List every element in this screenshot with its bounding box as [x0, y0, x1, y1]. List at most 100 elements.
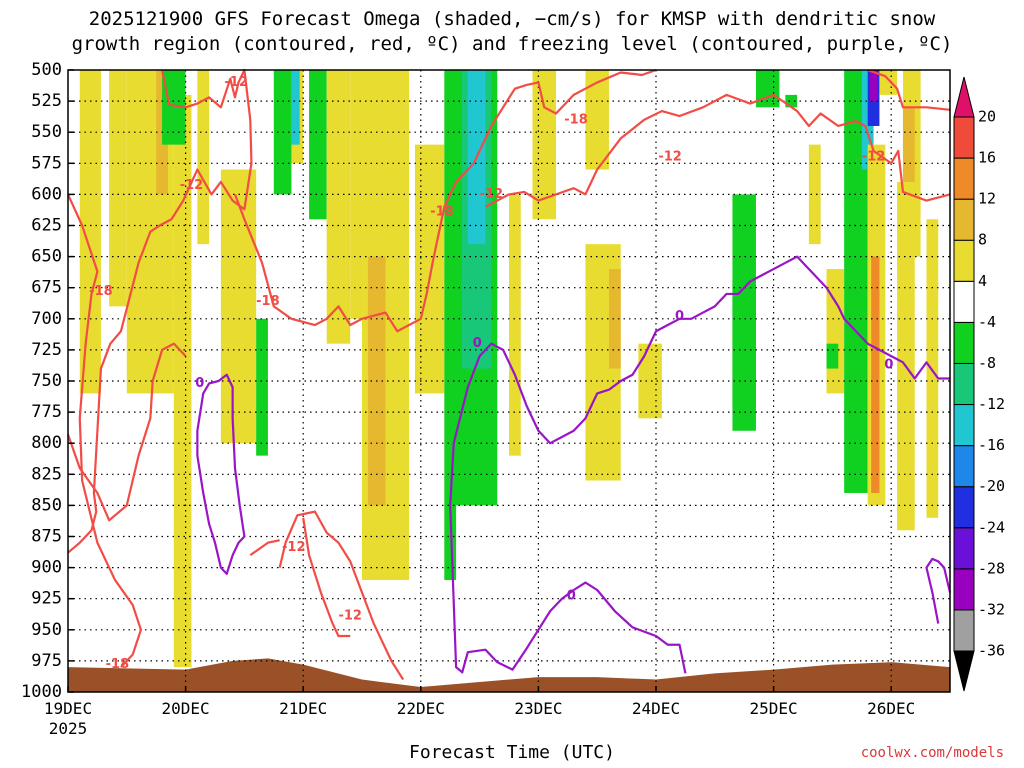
x-tick-label: 26DEC — [867, 699, 915, 718]
y-tick-label: 850 — [31, 495, 62, 515]
y-tick-label: 675 — [31, 278, 62, 298]
colorbar-bin — [953, 280, 975, 323]
chart-axes: 500 525 550 575 600 625 650 675 700 725 750 775 800 8… — [21, 60, 951, 738]
chart-gridlines — [68, 70, 950, 692]
colorbar-tick-label: -32 — [978, 600, 1005, 618]
freezing-contour-label: 0 — [195, 376, 204, 391]
omega-region-40 — [871, 256, 880, 493]
x-tick-label: 25DEC — [750, 699, 798, 718]
omega-region-41 — [879, 70, 898, 95]
colorbar-bin-max — [953, 76, 975, 118]
snow-growth-contour-line-0 — [67, 68, 253, 554]
omega-region-8 — [220, 169, 257, 444]
omega-region-44 — [897, 181, 915, 531]
omega-region-38 — [870, 70, 878, 102]
colorbar-bin — [953, 527, 975, 570]
colorbar-tick-label: 4 — [978, 272, 987, 290]
snow-growth-contour-line-1 — [66, 193, 143, 668]
colorbar-bin — [953, 321, 975, 364]
snow-growth-contour-label: -18 — [256, 294, 280, 309]
credit-text: coolwx.com/models — [860, 745, 1004, 761]
snow-growth-contour-label: -12 — [224, 75, 248, 90]
terrain-polygon — [68, 658, 950, 692]
y-tick-label: 575 — [31, 153, 62, 173]
omega-region-32 — [785, 94, 798, 108]
x-tick-label: 19DEC — [44, 699, 92, 718]
x-tick-label: 23DEC — [514, 699, 562, 718]
snow-growth-contour-line-5 — [867, 68, 951, 111]
colorbar-tick-label: 20 — [978, 108, 996, 126]
snow-growth-contour-line-7 — [302, 517, 351, 638]
y-tick-label: 925 — [31, 589, 62, 609]
x-tick-label: 21DEC — [279, 699, 327, 718]
colorbar-tick-label: -20 — [978, 477, 1005, 495]
snow-growth-contour-line-3 — [233, 68, 657, 333]
colorbar-bin — [953, 445, 975, 488]
colorbar-tick-label: -8 — [978, 354, 996, 372]
omega-region-6 — [162, 70, 186, 145]
omega-region-13 — [326, 70, 351, 344]
omega-region-29 — [732, 281, 756, 431]
x-tick-label: 24DEC — [632, 699, 680, 718]
freezing-contour-line-3 — [925, 557, 952, 624]
freezing-contour-label: 0 — [473, 336, 482, 351]
snow-growth-contour-label: -12 — [180, 178, 204, 193]
omega-region-0 — [79, 70, 101, 394]
colorbar-bin — [953, 116, 975, 159]
y-tick-label: 725 — [31, 340, 62, 360]
freezing-contour-line-1 — [449, 255, 950, 673]
chart-title-line-1: 2025121900 GFS Forecast Omega (shaded, −… — [88, 8, 936, 30]
snow-growth-contour-line-4 — [484, 93, 951, 208]
colorbar-bin — [953, 404, 975, 447]
omega-colorbar: -36 -32 -28 -24 -20 -16 -12 -8 -4 4 8 12 16 20 — [953, 76, 1005, 692]
colorbar-tick-label: 12 — [978, 190, 996, 208]
omega-region-11 — [291, 70, 300, 145]
snow-growth-contour-label: -18 — [89, 284, 113, 299]
omega-region-34 — [826, 343, 839, 369]
x-tick-label: 22DEC — [397, 699, 445, 718]
y-tick-label: 950 — [31, 620, 62, 640]
colorbar-tick-label: 8 — [978, 231, 987, 249]
colorbar-bin — [953, 157, 975, 200]
snow-growth-contours: -12 -12 -18 -18 -18 -18 -18 -12 -12 -12 -12 -12 — [66, 68, 951, 681]
snow-growth-contour-line-8 — [249, 539, 280, 557]
y-tick-label: 775 — [31, 402, 62, 422]
omega-shading — [79, 70, 939, 668]
y-tick-label: 525 — [31, 91, 62, 111]
snow-growth-contour-label: -12 — [658, 150, 682, 165]
colorbar-bin — [953, 362, 975, 406]
y-tick-label: 600 — [31, 184, 62, 204]
colorbar-tick-label: 16 — [978, 149, 996, 167]
omega-region-27 — [638, 343, 662, 419]
colorbar-bin — [953, 198, 975, 241]
omega-region-17 — [414, 144, 445, 394]
colorbar-tick-label: -36 — [978, 642, 1005, 660]
colorbar-tick-label: -16 — [978, 436, 1005, 454]
colorbar-tick-label: -24 — [978, 518, 1005, 536]
y-tick-label: 800 — [31, 433, 62, 453]
omega-region-26 — [608, 269, 621, 369]
x-year-label: 2025 — [49, 719, 88, 738]
freezing-contour-line-0 — [196, 373, 246, 575]
y-tick-label: 750 — [31, 371, 62, 391]
x-axis-title: Forecast Time (UTC) — [409, 742, 615, 763]
freezing-level-contours: 0 0 0 0 0 — [195, 255, 952, 674]
colorbar-bin — [953, 609, 975, 652]
snow-growth-contour-label: -18 — [564, 112, 588, 127]
freezing-contour-label: 0 — [567, 589, 576, 604]
colorbar-bin — [953, 239, 975, 282]
colorbar-tick-label: -28 — [978, 559, 1005, 577]
omega-region-23 — [532, 70, 557, 220]
y-tick-label: 500 — [31, 60, 62, 80]
colorbar-bin — [953, 568, 975, 611]
x-tick-label: 20DEC — [162, 699, 210, 718]
y-tick-label: 1000 — [21, 682, 62, 702]
snow-growth-contour-label: -18 — [430, 204, 454, 219]
freezing-contour-label: 0 — [675, 309, 684, 324]
snow-growth-contour-label: -12 — [862, 150, 886, 165]
colorbar-bin — [953, 486, 975, 529]
y-tick-label: 650 — [31, 247, 62, 267]
colorbar-tick-label: -12 — [978, 395, 1005, 413]
freezing-contour-label: 0 — [884, 357, 893, 372]
